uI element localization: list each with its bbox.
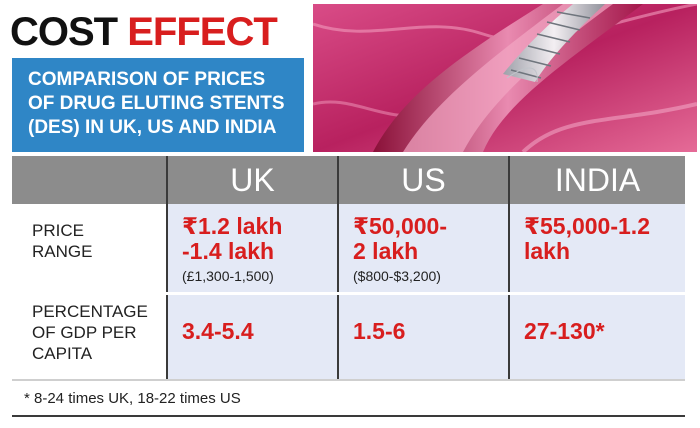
subtitle-line: COMPARISON OF PRICES xyxy=(28,69,266,90)
cell-india-price: ₹55,000-1.2 lakh xyxy=(510,204,685,292)
price-note: ($800-$3,200) xyxy=(353,268,441,284)
column-header-us: US xyxy=(339,156,510,204)
price-value: ₹50,000- 2 lakh xyxy=(339,204,508,264)
footnote: * 8-24 times UK, 18-22 times US xyxy=(24,390,241,407)
row-label-cell: PERCENTAGE OF GDP PER CAPITA xyxy=(12,295,168,379)
footnote-bar: * 8-24 times UK, 18-22 times US xyxy=(12,379,685,417)
row-label-cell: PRICE RANGE xyxy=(12,204,168,292)
price-value-line: 2 lakh xyxy=(353,238,419,264)
infographic-title: COST EFFECT xyxy=(10,10,278,54)
row-label-line: PERCENTAGE xyxy=(32,302,148,321)
price-value-line: lakh xyxy=(524,238,571,264)
cell-uk-price: ₹1.2 lakh -1.4 lakh (£1,300-1,500) xyxy=(168,204,339,292)
price-value-line: -1.4 lakh xyxy=(182,238,275,264)
row-label: PERCENTAGE OF GDP PER CAPITA xyxy=(12,295,166,364)
price-note: (£1,300-1,500) xyxy=(182,268,274,284)
table-row-gdp-percentage: PERCENTAGE OF GDP PER CAPITA 3.4-5.4 1.5… xyxy=(12,295,685,379)
title-word-effect: EFFECT xyxy=(127,10,278,54)
price-comparison-table: UK US INDIA PRICE RANGE ₹1.2 lakh -1.4 l… xyxy=(12,156,685,417)
column-header-india: INDIA xyxy=(554,162,641,198)
price-value: ₹1.2 lakh -1.4 lakh xyxy=(168,204,337,264)
cell-uk-gdp: 3.4-5.4 xyxy=(168,295,339,379)
price-value: ₹55,000-1.2 lakh xyxy=(510,204,685,264)
table-row-price-range: PRICE RANGE ₹1.2 lakh -1.4 lakh (£1,300-… xyxy=(12,204,685,295)
gdp-value: 27-130* xyxy=(524,318,605,344)
gdp-value: 3.4-5.4 xyxy=(182,318,254,344)
row-label-line: CAPITA xyxy=(32,344,93,363)
title-word-cost: COST xyxy=(10,10,118,54)
subtitle-line: OF DRUG ELUTING STENTS xyxy=(28,93,285,114)
subtitle-box: COMPARISON OF PRICES OF DRUG ELUTING STE… xyxy=(12,58,304,152)
column-header-uk: UK xyxy=(168,156,339,204)
stent-artery-illustration xyxy=(313,4,697,152)
subtitle-line: (DES) IN UK, US AND INDIA xyxy=(28,117,277,138)
gdp-value: 1.5-6 xyxy=(353,318,406,344)
row-label-line: OF GDP PER xyxy=(32,323,137,342)
price-value-line: ₹1.2 lakh xyxy=(182,213,283,239)
header-corner xyxy=(12,156,168,204)
cell-india-gdp: 27-130* xyxy=(510,295,685,379)
cell-us-gdp: 1.5-6 xyxy=(339,295,510,379)
cell-us-price: ₹50,000- 2 lakh ($800-$3,200) xyxy=(339,204,510,292)
row-label-line: PRICE xyxy=(32,221,84,240)
price-value-line: ₹55,000-1.2 xyxy=(524,213,650,239)
row-label: PRICE RANGE xyxy=(12,204,166,262)
table-header-row: UK US INDIA xyxy=(12,156,685,204)
row-label-line: RANGE xyxy=(32,242,93,261)
price-value-line: ₹50,000- xyxy=(353,213,448,239)
